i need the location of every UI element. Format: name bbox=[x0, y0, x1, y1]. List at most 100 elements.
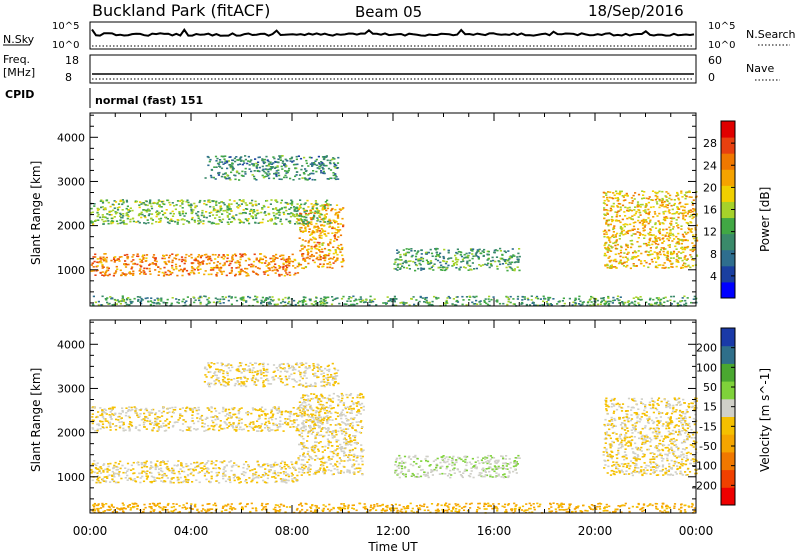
echo-cell bbox=[183, 262, 186, 265]
echo-cell bbox=[148, 213, 151, 215]
echo-cell bbox=[222, 302, 225, 304]
echo-cell bbox=[96, 211, 99, 214]
echo-cell bbox=[330, 458, 333, 460]
echo-cell bbox=[144, 471, 147, 474]
echo-cell bbox=[315, 433, 318, 436]
echo-cell bbox=[320, 228, 323, 230]
echo-cell bbox=[393, 263, 396, 265]
echo-cell bbox=[142, 254, 145, 257]
echo-cell bbox=[191, 216, 194, 219]
echo-cell bbox=[605, 209, 608, 211]
echo-cell bbox=[199, 263, 202, 266]
echo-cell bbox=[676, 255, 679, 257]
echo-cell bbox=[658, 198, 661, 201]
echo-cell bbox=[684, 255, 687, 257]
echo-cell bbox=[289, 274, 292, 276]
echo-cell bbox=[240, 203, 243, 205]
y-tick-label: 2000 bbox=[57, 220, 85, 233]
echo-cell bbox=[279, 255, 282, 257]
echo-cell bbox=[632, 194, 635, 197]
echo-cell bbox=[132, 270, 135, 273]
echo-cell bbox=[171, 259, 174, 262]
echo-cell bbox=[686, 222, 689, 224]
echo-cell bbox=[356, 411, 359, 413]
echo-cell bbox=[517, 261, 520, 263]
echo-cell bbox=[210, 169, 214, 171]
echo-cell bbox=[145, 257, 148, 259]
echo-cell bbox=[316, 419, 319, 421]
echo-cell bbox=[605, 233, 608, 235]
echo-cell bbox=[214, 467, 217, 470]
echo-cell bbox=[267, 160, 270, 163]
colorbar-tick-label: 16 bbox=[703, 204, 717, 217]
echo-cell bbox=[692, 213, 695, 215]
echo-cell bbox=[317, 210, 320, 212]
echo-cell bbox=[162, 460, 165, 462]
echo-cell bbox=[651, 190, 655, 192]
echo-cell bbox=[224, 470, 227, 472]
echo-cell bbox=[319, 467, 322, 469]
echo-cell bbox=[178, 212, 181, 215]
echo-cell bbox=[314, 424, 317, 426]
echo-cell bbox=[168, 469, 171, 472]
echo-cell bbox=[324, 201, 327, 203]
echo-cell bbox=[320, 170, 323, 172]
echo-cell bbox=[125, 207, 128, 210]
echo-cell bbox=[299, 411, 302, 414]
echo-cell bbox=[140, 265, 143, 268]
echo-cell bbox=[297, 429, 300, 431]
echo-cell bbox=[310, 393, 313, 395]
echo-cell bbox=[616, 295, 620, 298]
echo-cell bbox=[103, 258, 106, 260]
echo-cell bbox=[418, 262, 421, 265]
echo-cell bbox=[327, 167, 331, 170]
echo-cell bbox=[260, 258, 263, 261]
echo-cell bbox=[191, 481, 194, 483]
echo-cell bbox=[99, 216, 102, 219]
echo-cell bbox=[222, 471, 225, 474]
echo-cell bbox=[542, 300, 545, 303]
echo-cell bbox=[184, 304, 187, 307]
echo-cell bbox=[196, 256, 200, 258]
echo-cell bbox=[166, 199, 169, 202]
echo-cell bbox=[264, 256, 267, 259]
echo-cell bbox=[673, 217, 676, 220]
echo-cell bbox=[302, 267, 305, 270]
echo-cell bbox=[685, 302, 688, 305]
echo-cell bbox=[395, 298, 398, 300]
echo-cell bbox=[662, 247, 665, 249]
echo-cell bbox=[691, 258, 694, 261]
echo-cell bbox=[158, 477, 161, 480]
echo-cell bbox=[671, 213, 674, 215]
echo-cell bbox=[630, 234, 633, 237]
echo-cell bbox=[279, 472, 282, 474]
echo-cell bbox=[668, 244, 671, 246]
echo-cell bbox=[145, 200, 148, 203]
echo-cell bbox=[333, 435, 336, 437]
echo-cell bbox=[231, 254, 234, 257]
echo-cell bbox=[592, 303, 595, 305]
echo-cell bbox=[505, 262, 508, 264]
echo-cell bbox=[665, 196, 668, 198]
echo-cell bbox=[509, 263, 512, 265]
echo-cell bbox=[248, 213, 251, 215]
echo-cell bbox=[269, 203, 272, 205]
echo-cell bbox=[640, 220, 643, 222]
echo-cell bbox=[317, 219, 320, 221]
echo-cell bbox=[345, 424, 348, 426]
echo-cell bbox=[115, 265, 118, 268]
echo-cell bbox=[644, 224, 647, 227]
echo-cell bbox=[337, 244, 340, 247]
echo-cell bbox=[695, 254, 698, 256]
echo-cell bbox=[91, 211, 94, 214]
echo-cell bbox=[639, 211, 642, 214]
echo-cell bbox=[649, 221, 652, 223]
echo-cell bbox=[194, 258, 198, 261]
echo-cell bbox=[217, 174, 220, 176]
echo-cell bbox=[314, 459, 317, 461]
echo-cell bbox=[321, 242, 324, 245]
echo-cell bbox=[483, 248, 486, 251]
echo-cell bbox=[278, 275, 281, 277]
echo-cell bbox=[303, 411, 306, 414]
echo-cell bbox=[244, 155, 247, 157]
